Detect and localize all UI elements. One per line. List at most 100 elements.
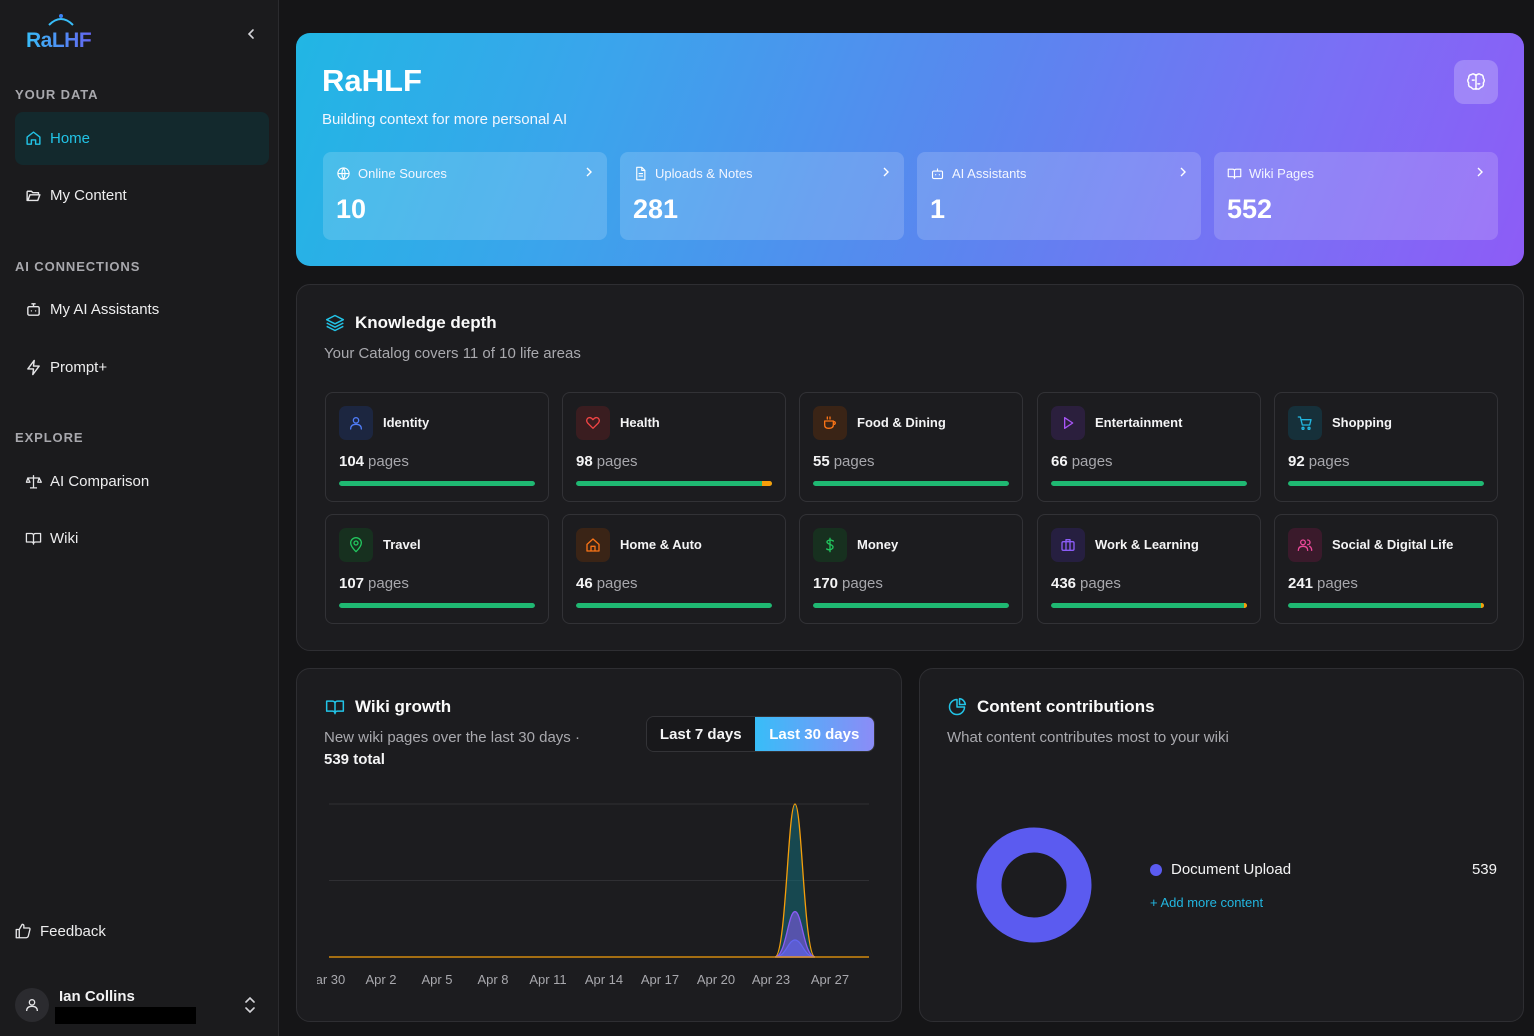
page-subtitle: Building context for more personal AI bbox=[322, 111, 568, 128]
stat-card-online-sources[interactable]: Online Sources 10 bbox=[323, 152, 607, 240]
sidebar-item-my-content[interactable]: My Content bbox=[15, 169, 269, 222]
category-name: Money bbox=[857, 537, 899, 552]
category-progress-fill bbox=[1288, 481, 1484, 486]
x-tick-label: Apr 20 bbox=[697, 972, 735, 987]
category-card-home-auto[interactable]: Home & Auto 46 pages bbox=[562, 514, 786, 624]
category-progress-fill bbox=[813, 603, 1009, 608]
category-card-travel[interactable]: Travel 107 pages bbox=[325, 514, 549, 624]
feedback-label: Feedback bbox=[40, 922, 106, 940]
category-count-unit: pages bbox=[1071, 453, 1113, 470]
wiki-growth-total: 539 total bbox=[324, 751, 385, 768]
series-area-0 bbox=[774, 803, 816, 958]
category-card-identity[interactable]: Identity 104 pages bbox=[325, 392, 549, 502]
stat-label: AI Assistants bbox=[952, 166, 1027, 181]
sidebar-item-home[interactable]: Home bbox=[15, 112, 269, 165]
wiki-growth-panel: Wiki growth New wiki pages over the last… bbox=[296, 668, 902, 1022]
category-count-value: 104 bbox=[339, 453, 365, 470]
stat-card-uploads-notes[interactable]: Uploads & Notes 281 bbox=[620, 152, 904, 240]
dollar-icon bbox=[813, 528, 847, 562]
x-tick-label: Apr 11 bbox=[529, 972, 566, 987]
category-progress-tip bbox=[762, 481, 772, 486]
category-card-entertainment[interactable]: Entertainment 66 pages bbox=[1037, 392, 1261, 502]
category-count-value: 46 bbox=[576, 575, 593, 592]
category-name: Entertainment bbox=[1095, 415, 1183, 430]
category-progress-bar bbox=[339, 481, 535, 486]
category-name: Identity bbox=[383, 415, 430, 430]
stat-card-ai-assistants[interactable]: AI Assistants 1 bbox=[917, 152, 1201, 240]
sidebar-item-wiki[interactable]: Wiki bbox=[15, 512, 269, 565]
category-count: 66 pages bbox=[1051, 453, 1113, 470]
sidebar-item-label: Home bbox=[50, 130, 91, 147]
user-menu[interactable]: Ian Collins bbox=[15, 986, 269, 1026]
user-icon bbox=[26, 999, 38, 1012]
sidebar-item-label: AI Comparison bbox=[50, 473, 150, 490]
content-contributions-subtitle: What content contributes most to your wi… bbox=[947, 729, 1229, 746]
category-count: 107 pages bbox=[339, 575, 409, 592]
pie-chart-icon bbox=[948, 697, 967, 716]
sidebar: RaLHF YOUR DATA Home My Content AI CONNE… bbox=[0, 0, 279, 1036]
user-email-redacted bbox=[55, 1007, 196, 1024]
bot-icon bbox=[23, 300, 43, 320]
category-progress-fill bbox=[1051, 603, 1247, 608]
x-tick-label: Mar 30 bbox=[317, 972, 345, 987]
add-more-content-link[interactable]: + Add more content bbox=[1150, 895, 1264, 910]
brain-button[interactable] bbox=[1454, 60, 1498, 104]
category-progress-fill bbox=[813, 481, 1009, 486]
category-progress-fill bbox=[339, 603, 535, 608]
category-card-health[interactable]: Health 98 pages bbox=[562, 392, 786, 502]
chevron-right-icon bbox=[883, 167, 889, 177]
stat-card-wiki-pages[interactable]: Wiki Pages 552 bbox=[1214, 152, 1498, 240]
category-count-unit: pages bbox=[1308, 453, 1350, 470]
category-progress-fill bbox=[576, 481, 772, 486]
stat-value: 10 bbox=[336, 194, 367, 224]
category-count: 241 pages bbox=[1288, 575, 1358, 592]
category-progress-bar bbox=[813, 481, 1009, 486]
category-name: Home & Auto bbox=[620, 537, 702, 552]
category-count-unit: pages bbox=[368, 453, 409, 470]
sidebar-item-prompt-plus[interactable]: Prompt+ bbox=[15, 341, 269, 394]
content-contributions-title: Content contributions bbox=[977, 697, 1155, 716]
avatar bbox=[15, 988, 49, 1022]
category-count-value: 170 bbox=[813, 575, 839, 592]
house-icon bbox=[576, 528, 610, 562]
category-name: Shopping bbox=[1332, 415, 1392, 430]
category-card-shopping[interactable]: Shopping 92 pages bbox=[1274, 392, 1498, 502]
legend-label: Document Upload bbox=[1171, 861, 1292, 878]
category-count: 170 pages bbox=[813, 575, 883, 592]
content-contributions-panel: Content contributions What content contr… bbox=[919, 668, 1524, 1022]
category-count-unit: pages bbox=[1080, 575, 1121, 592]
x-tick-label: Apr 27 bbox=[811, 972, 849, 987]
category-progress-fill bbox=[339, 481, 535, 486]
category-progress-tip bbox=[1481, 603, 1484, 608]
category-card-social-digital-life[interactable]: Social & Digital Life 241 pages bbox=[1274, 514, 1498, 624]
category-name: Travel bbox=[383, 537, 421, 552]
category-card-work-learning[interactable]: Work & Learning 436 pages bbox=[1037, 514, 1261, 624]
range-option-30-days[interactable]: Last 30 days bbox=[754, 717, 874, 751]
chevron-right-icon bbox=[1180, 167, 1186, 177]
layers-icon bbox=[325, 314, 345, 332]
sidebar-item-ai-comparison[interactable]: AI Comparison bbox=[15, 455, 269, 508]
sidebar-item-my-ai-assistants[interactable]: My AI Assistants bbox=[15, 283, 269, 336]
category-count: 98 pages bbox=[576, 453, 638, 470]
category-card-money[interactable]: Money 170 pages bbox=[799, 514, 1023, 624]
stat-label: Uploads & Notes bbox=[655, 166, 753, 181]
category-card-food-dining[interactable]: Food & Dining 55 pages bbox=[799, 392, 1023, 502]
range-toggle: Last 7 days Last 30 days bbox=[646, 716, 875, 752]
collapse-sidebar-button[interactable] bbox=[240, 23, 262, 45]
category-progress-bar bbox=[1288, 603, 1484, 608]
range-option-7-days[interactable]: Last 7 days bbox=[647, 717, 755, 751]
app-logo[interactable]: RaLHF bbox=[26, 13, 96, 53]
knowledge-depth-subtitle: Your Catalog covers 11 of 10 life areas bbox=[324, 345, 581, 362]
x-tick-label: Apr 23 bbox=[752, 972, 790, 987]
category-count-unit: pages bbox=[596, 575, 638, 592]
category-progress-bar bbox=[813, 603, 1009, 608]
stat-value: 1 bbox=[930, 194, 946, 224]
legend-dot bbox=[1150, 864, 1162, 876]
stat-label: Online Sources bbox=[358, 166, 447, 181]
category-count: 436 pages bbox=[1051, 575, 1121, 592]
bot-icon bbox=[931, 168, 944, 180]
wiki-growth-chart: Mar 30 Apr 2 Apr 5 Apr 8 Apr 11 Apr 14 Apr 17 A… bbox=[317, 803, 869, 987]
chevron-left-icon bbox=[247, 29, 254, 39]
category-count-unit: pages bbox=[1317, 575, 1358, 592]
feedback-button[interactable]: Feedback bbox=[14, 922, 106, 940]
